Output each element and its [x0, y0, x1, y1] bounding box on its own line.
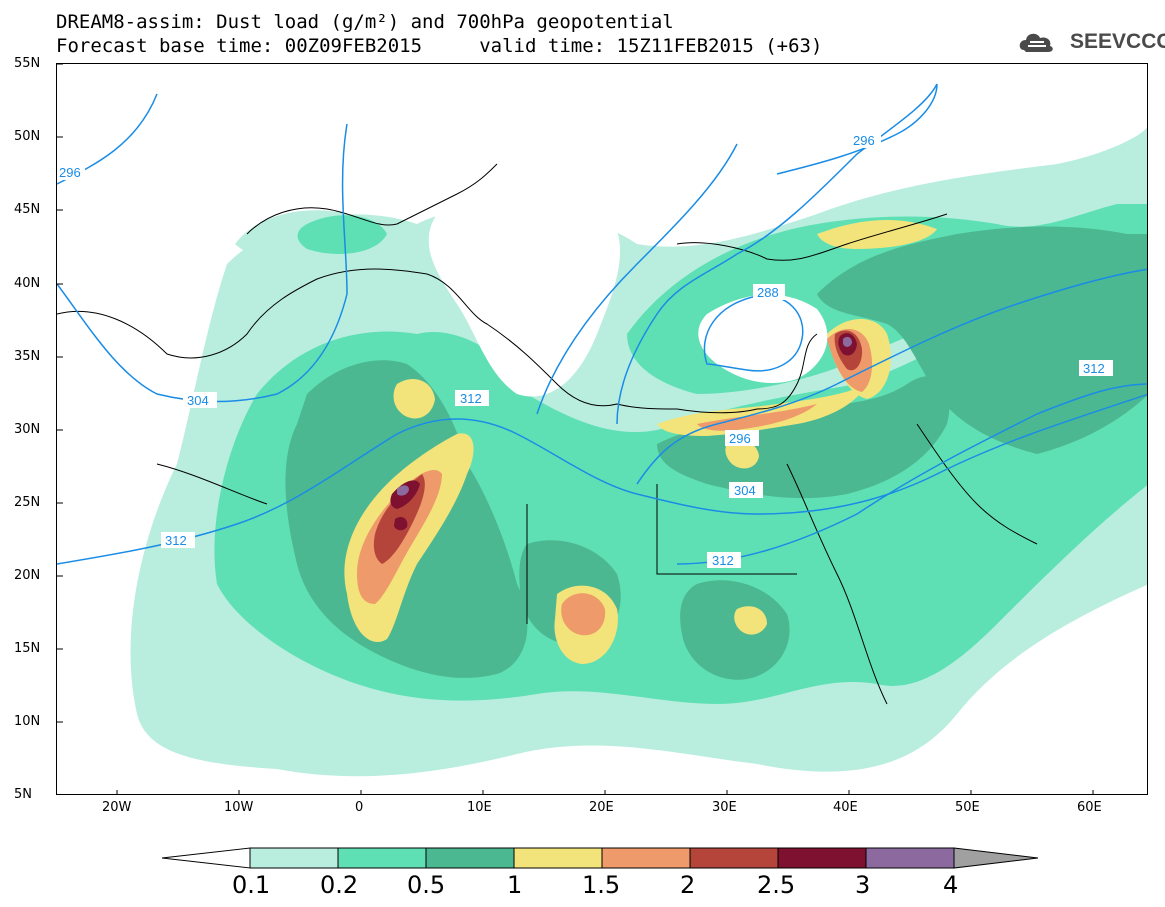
- contour-label-312-w: 312: [165, 533, 187, 548]
- legend-label-1: 1: [507, 871, 523, 899]
- lon-label-50e: 50E: [955, 800, 980, 815]
- clear-zone: [57, 64, 1147, 484]
- legend-swatch: [425, 847, 515, 869]
- legend-label-2.5: 2.5: [757, 871, 796, 899]
- legend-swatch: [513, 847, 603, 869]
- lat-label-15n: 15N: [14, 641, 41, 656]
- lat-label-50n: 50N: [14, 129, 41, 144]
- legend-arrow-high: [953, 847, 1039, 869]
- legend-swatch: [777, 847, 867, 869]
- logo-text: SEEVCCC: [1070, 30, 1165, 53]
- cloud-logo-icon: [1019, 33, 1053, 52]
- lon-label-30e: 30E: [712, 800, 737, 815]
- legend-label-3: 3: [855, 871, 871, 899]
- contour-label-288: 288: [757, 285, 779, 300]
- contour-label-group: 296 296 288 304 312 312 296 304 312 312: [57, 132, 1113, 568]
- contour-label-312-e: 312: [1083, 361, 1105, 376]
- contour-label-296-w: 296: [59, 165, 81, 180]
- map-panel: 296 296 288 304 312 312 296 304 312 312: [56, 63, 1148, 795]
- dust-load-map: 296 296 288 304 312 312 296 304 312 312: [57, 64, 1147, 794]
- coastlines: [57, 163, 1038, 705]
- lon-label-20w: 20W: [102, 800, 132, 815]
- lon-label-60e: 60E: [1077, 800, 1102, 815]
- map-title: DREAM8-assim: Dust load (g/m²) and 700hP…: [56, 11, 674, 33]
- legend-swatch: [601, 847, 691, 869]
- contour-label-304-s: 304: [734, 483, 756, 498]
- legend-label-0.5: 0.5: [407, 871, 446, 899]
- axis-ticks: [57, 64, 1094, 794]
- contour-label-304-w: 304: [187, 393, 209, 408]
- geopotential-contours: [57, 83, 1147, 565]
- legend-label-4: 4: [943, 871, 959, 899]
- lat-label-10n: 10N: [14, 714, 41, 729]
- legend-label-0.2: 0.2: [320, 871, 359, 899]
- contour-label-296-s: 296: [729, 431, 751, 446]
- lon-label-20e: 20E: [589, 800, 614, 815]
- contour-label-296-ne: 296: [853, 133, 875, 148]
- lat-label-30n: 30N: [14, 422, 41, 437]
- legend-label-2: 2: [680, 871, 696, 899]
- legend-swatch: [865, 847, 955, 869]
- lat-label-35n: 35N: [14, 349, 41, 364]
- color-scale-legend: [161, 847, 1039, 869]
- legend-label-1.5: 1.5: [582, 871, 621, 899]
- lon-label-10w: 10W: [224, 800, 254, 815]
- lat-label-40n: 40N: [14, 276, 41, 291]
- lat-label-25n: 25N: [14, 495, 41, 510]
- legend-swatch: [249, 847, 339, 869]
- contour-label-312-n: 312: [460, 391, 482, 406]
- forecast-time: Forecast base time: 00Z09FEB2015 valid t…: [56, 35, 823, 57]
- lat-label-5n: 5N: [14, 787, 32, 802]
- dust-field-purple: [397, 336, 852, 496]
- lon-label-10e: 10E: [467, 800, 492, 815]
- lon-label-40e: 40E: [833, 800, 858, 815]
- contour-label-312-s: 312: [712, 553, 734, 568]
- lat-label-45n: 45N: [14, 202, 41, 217]
- legend-swatch: [689, 847, 779, 869]
- legend-label-0.1: 0.1: [232, 871, 271, 899]
- lon-label-0: 0: [355, 800, 364, 815]
- lat-label-55n: 55N: [14, 56, 41, 71]
- legend-swatch: [337, 847, 427, 869]
- lat-label-20n: 20N: [14, 568, 41, 583]
- legend-arrow-low: [161, 847, 251, 869]
